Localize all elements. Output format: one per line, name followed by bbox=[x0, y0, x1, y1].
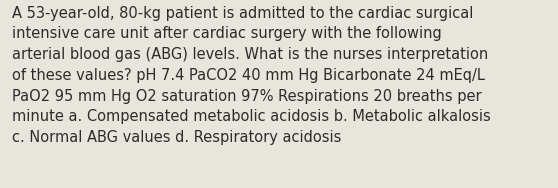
Text: A 53-year-old, 80-kg patient is admitted to the cardiac surgical
intensive care : A 53-year-old, 80-kg patient is admitted… bbox=[12, 6, 491, 145]
